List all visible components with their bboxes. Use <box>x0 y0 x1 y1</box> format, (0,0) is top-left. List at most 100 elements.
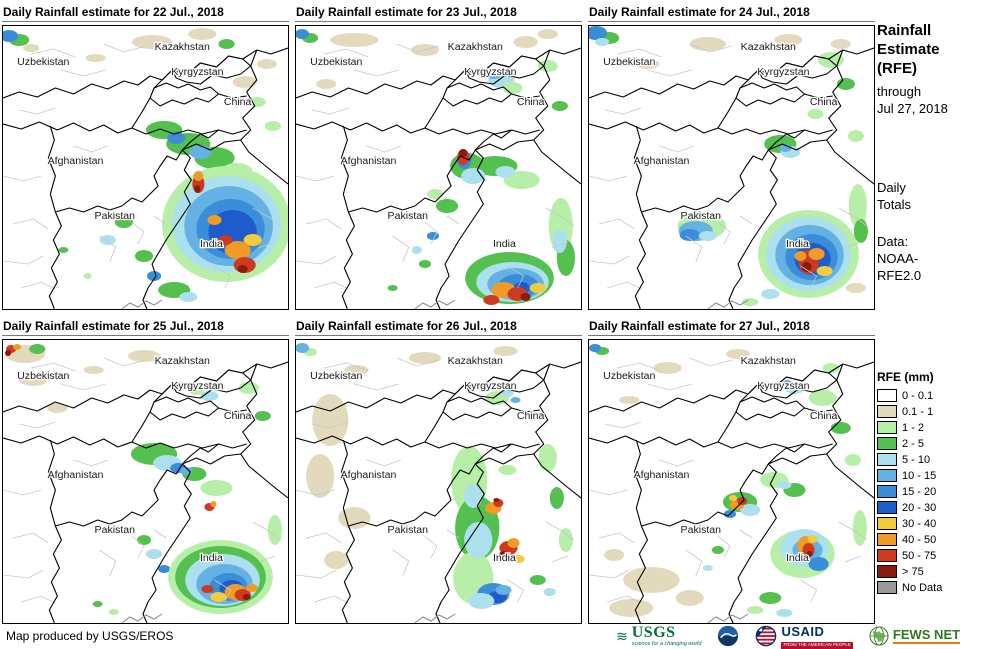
map-panel: Daily Rainfall estimate for 27 Jul., 201… <box>588 316 875 624</box>
legend-items: 0 - 0.1 0.1 - 1 1 - 2 2 - 5 5 - 10 10 - 15 15 … <box>877 389 979 595</box>
map-canvas: Kazakhstan Uzbekistan Kyrgyzstan China Afgha… <box>2 25 289 310</box>
rain-area <box>232 76 257 88</box>
legend-item: 1 - 2 <box>877 421 979 435</box>
map-canvas: Kazakhstan Uzbekistan Kyrgyzstan China Afgha… <box>2 339 289 624</box>
rain-area <box>774 34 803 46</box>
country-label: Uzbekistan <box>603 56 655 68</box>
legend-label: 20 - 30 <box>902 501 937 514</box>
legend-item: No Data <box>877 581 979 595</box>
legend-swatch <box>877 565 897 579</box>
rain-area <box>459 149 468 157</box>
rain-area <box>464 484 483 508</box>
rain-area <box>675 590 704 606</box>
country-label: Uzbekistan <box>310 370 362 382</box>
rain-area <box>188 385 205 395</box>
legend-item: > 75 <box>877 565 979 579</box>
usgs-wordmark: USGS <box>631 624 676 642</box>
rain-area <box>493 498 500 502</box>
panel-title: Daily Rainfall estimate for 27 Jul., 201… <box>588 316 875 336</box>
country-label: Kazakhstan <box>155 355 210 367</box>
rain-area <box>552 229 567 253</box>
panel-title: Daily Rainfall estimate for 25 Jul., 201… <box>2 316 289 336</box>
rain-area <box>747 606 764 614</box>
rain-area <box>23 44 40 52</box>
rain-area <box>543 588 556 596</box>
rain-area <box>845 283 866 293</box>
map-canvas: Kazakhstan Uzbekistan Kyrgyzstan China Afgha… <box>588 339 875 624</box>
legend-swatch <box>877 517 897 531</box>
rain-area <box>464 522 493 558</box>
legend-swatch <box>877 485 897 499</box>
rain-area <box>136 535 152 545</box>
rain-area <box>510 397 521 403</box>
rain-area <box>740 504 761 516</box>
rain-area <box>13 344 22 350</box>
rain-area <box>529 575 546 585</box>
rain-area <box>330 33 379 47</box>
country-label: Afghanistan <box>341 469 397 481</box>
rain-area <box>189 145 212 159</box>
rain-area <box>808 248 825 260</box>
footer: Map produced by USGS/EROS ≋ USGS science… <box>0 623 983 649</box>
fewsnet-logo: FEWS NET <box>869 626 961 646</box>
panel-title: Daily Rainfall estimate for 22 Jul., 201… <box>2 2 289 22</box>
country-label: Afghanistan <box>48 155 104 167</box>
legend-label: 0.1 - 1 <box>902 405 934 418</box>
country-label: Pakistan <box>95 524 136 536</box>
panel-title: Daily Rainfall estimate for 26 Jul., 201… <box>295 316 582 336</box>
rain-area <box>848 184 867 228</box>
country-label: China <box>810 410 838 422</box>
country-label: India <box>786 238 809 250</box>
legend-label: 15 - 20 <box>902 485 937 498</box>
sidebar-data-source: Data: NOAA- RFE2.0 <box>877 233 922 283</box>
panel-title: Daily Rainfall estimate for 24 Jul., 201… <box>588 2 875 22</box>
map-panel: Daily Rainfall estimate for 26 Jul., 201… <box>295 316 582 624</box>
rain-area <box>852 510 867 546</box>
rain-area <box>58 247 69 253</box>
rain-area <box>435 199 459 213</box>
rain-area <box>194 185 201 193</box>
rain-area <box>306 454 335 498</box>
rain-area <box>558 528 573 552</box>
rain-area <box>759 592 782 604</box>
usgs-logo: ≋ USGS science for a changing world <box>616 624 701 648</box>
rain-area <box>179 292 198 302</box>
country-label: Kazakhstan <box>155 41 210 53</box>
rain-area <box>147 271 162 281</box>
rain-area <box>777 481 792 489</box>
sidebar-daily-totals: Daily Totals <box>877 180 911 212</box>
rain-area <box>114 216 133 228</box>
legend-label: 1 - 2 <box>902 421 925 434</box>
rain-area <box>609 599 654 617</box>
country-label: Kyrgyzstan <box>171 66 223 78</box>
sidebar-title: Rainfall Estimate (RFE) <box>877 22 940 77</box>
rain-area <box>679 229 700 241</box>
panel-title: Daily Rainfall estimate for 23 Jul., 201… <box>295 2 582 22</box>
country-label: China <box>224 96 252 108</box>
rain-area <box>267 515 282 545</box>
rain-area <box>737 497 748 505</box>
rain-area <box>344 365 369 375</box>
country-label: Kyrgyzstan <box>171 380 223 392</box>
rain-area <box>761 289 780 299</box>
rain-area <box>495 166 516 178</box>
rain-area <box>146 549 163 559</box>
rain-area <box>794 251 807 261</box>
rain-area <box>83 366 104 374</box>
map-grid: Daily Rainfall estimate for 22 Jul., 201… <box>2 2 875 624</box>
legend-item: 20 - 30 <box>877 501 979 515</box>
country-label: Kazakhstan <box>448 355 503 367</box>
rain-area <box>418 260 431 268</box>
rain-area <box>426 189 444 199</box>
rain-area <box>243 234 262 246</box>
legend-label: 40 - 50 <box>902 533 937 546</box>
rain-area <box>847 130 864 142</box>
rain-area <box>411 246 422 254</box>
country-label: India <box>493 552 516 564</box>
rain-area <box>816 266 833 276</box>
rain-area <box>551 101 568 111</box>
rain-area <box>807 535 818 543</box>
rain-area <box>200 391 219 401</box>
rain-area <box>495 585 512 595</box>
rain-area <box>92 601 103 607</box>
